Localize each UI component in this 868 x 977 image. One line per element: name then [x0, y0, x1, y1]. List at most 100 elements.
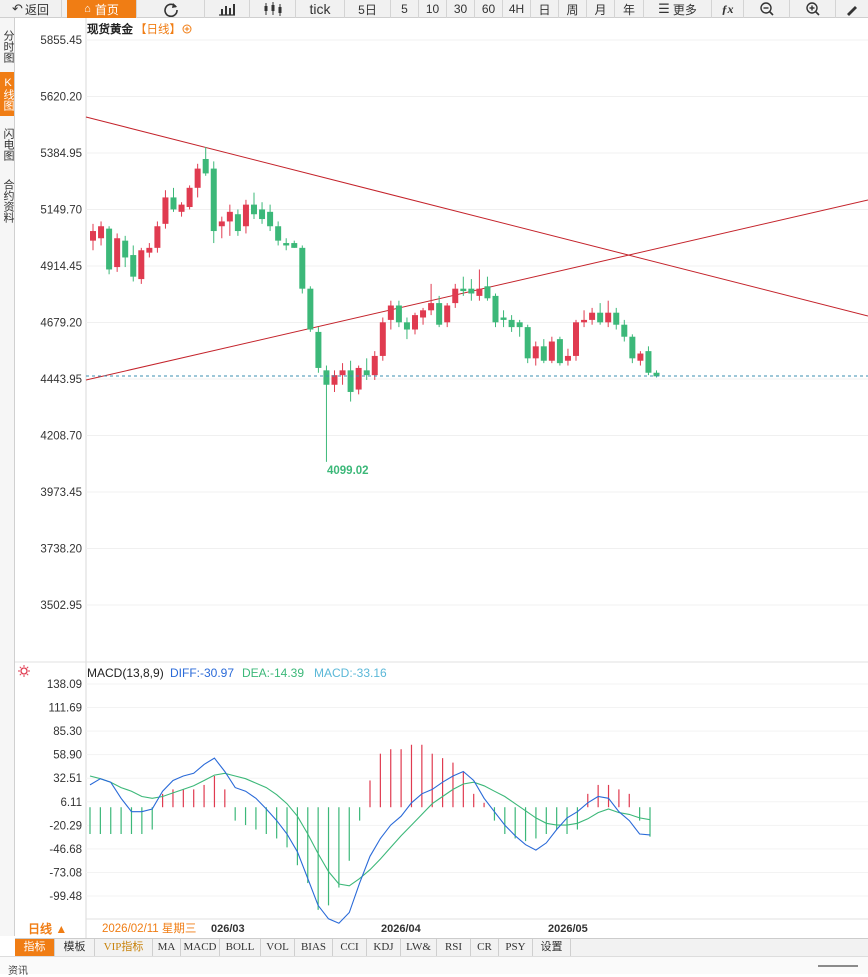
tab-settings[interactable]: 设置 — [533, 939, 571, 956]
tab-vol[interactable]: VOL — [261, 939, 295, 956]
candle-body — [106, 228, 113, 270]
period-button[interactable] — [15, 920, 85, 937]
cursor-date-label: 2026/02/11 星期三 — [102, 922, 196, 935]
macd-label: MACD(13,8,9) — [87, 666, 164, 680]
formula-button[interactable]: ƒx — [712, 0, 744, 18]
y-tick-label: 4679.20 — [40, 318, 82, 330]
sidebar-item-kline[interactable]: K线图 — [0, 72, 14, 116]
period-week-button[interactable]: 周 — [559, 0, 587, 18]
more-button[interactable]: ☰ 更多 — [644, 0, 712, 18]
price-y-axis: 5855.45 5620.20 5384.95 5149.70 4914.45 4679.… — [40, 35, 82, 612]
back-arrow-icon: ↶ — [12, 1, 23, 16]
candle-body — [202, 158, 209, 174]
candle-body — [363, 370, 370, 376]
period-day-button[interactable]: 日 — [531, 0, 559, 18]
candle-body — [540, 346, 547, 361]
candle-body — [420, 310, 427, 318]
candle-body — [436, 303, 443, 325]
y-tick-label: 5620.20 — [40, 92, 82, 104]
candle-body — [291, 243, 298, 248]
candle-body — [645, 351, 652, 373]
sidebar-item-timeshare[interactable]: 分时图 — [2, 29, 14, 63]
tab-indicator[interactable]: 指标 — [15, 939, 55, 956]
y-tick-label: 5384.95 — [40, 148, 82, 160]
back-button[interactable]: ↶ 返回 — [0, 0, 62, 18]
tab-boll[interactable]: BOLL — [220, 939, 261, 956]
macd-tick-label: 6.11 — [60, 797, 82, 809]
candle-body — [130, 255, 137, 277]
tab-vip-indicator[interactable]: VIP指标 — [95, 939, 153, 956]
macd-tick-label: 111.69 — [49, 703, 82, 715]
home-icon: ⌂ — [84, 3, 91, 15]
candle-body — [242, 204, 249, 227]
sidebar-item-flash[interactable]: 闪电图 — [2, 127, 14, 161]
y-tick-label: 3502.95 — [40, 600, 82, 612]
minimize-icon[interactable] — [808, 959, 868, 973]
tab-cci[interactable]: CCI — [333, 939, 367, 956]
trend-lines — [85, 116, 868, 381]
add-icon[interactable] — [182, 24, 192, 34]
tab-template[interactable]: 模板 — [55, 939, 95, 956]
candle-body — [323, 370, 330, 385]
tab-psy[interactable]: PSY — [499, 939, 533, 956]
candle-body — [508, 319, 515, 328]
period-60min-button[interactable]: 60 — [475, 0, 503, 18]
indicator-bar: 指标 模板 VIP指标 MA MACD BOLL VOL BIAS CCI KD… — [15, 938, 868, 956]
candle-body — [267, 211, 274, 227]
y-tick-label: 4443.95 — [40, 374, 82, 386]
draw-tool-button[interactable] — [836, 0, 868, 18]
period-30min-button[interactable]: 30 — [447, 0, 475, 18]
tab-ma[interactable]: MA — [153, 939, 181, 956]
period-5day-button[interactable]: 5日 — [345, 0, 391, 18]
candle-body — [186, 187, 193, 208]
sidebar-item-contract[interactable]: 合约资料 — [2, 179, 14, 223]
candle-body — [532, 346, 539, 359]
macd-settings-icon[interactable] — [18, 665, 30, 677]
zoom-in-button[interactable] — [790, 0, 836, 18]
candle-body — [516, 322, 523, 328]
refresh-button[interactable] — [137, 0, 205, 18]
tick-button[interactable]: tick — [296, 0, 345, 18]
y-tick-label: 5855.45 — [40, 35, 82, 47]
period-10min-button[interactable]: 10 — [419, 0, 447, 18]
candle-body — [637, 353, 644, 361]
macd-tick-label: 32.51 — [53, 773, 82, 785]
period-year-button[interactable]: 年 — [615, 0, 644, 18]
candle-body — [573, 322, 579, 356]
pencil-icon — [847, 6, 857, 16]
candle-chart-button[interactable] — [250, 0, 296, 18]
candle-body — [275, 226, 282, 241]
home-button[interactable]: ⌂ 首页 — [67, 0, 137, 18]
y-tick-label: 5149.70 — [40, 205, 82, 217]
tab-bias[interactable]: BIAS — [295, 939, 333, 956]
bar-chart-button[interactable] — [205, 0, 250, 18]
candle-body — [621, 324, 628, 337]
tab-macd[interactable]: MACD — [181, 939, 220, 956]
period-button-label: 日线 ▲ — [28, 921, 67, 936]
period-4h-button[interactable]: 4H — [503, 0, 531, 18]
candle-body — [387, 305, 394, 320]
x-date-label: 2026/04 — [381, 923, 422, 935]
tab-cr[interactable]: CR — [471, 939, 499, 956]
period-5min-button[interactable]: 5 — [391, 0, 419, 18]
candle-body — [122, 240, 129, 258]
candle-body — [597, 312, 604, 323]
tab-kdj[interactable]: KDJ — [367, 939, 401, 956]
candle-body — [218, 221, 225, 227]
candle-body — [307, 288, 314, 330]
menu-icon: ☰ — [658, 1, 670, 16]
candle-body — [444, 305, 451, 323]
zoom-in-icon — [805, 2, 820, 16]
candle-body — [605, 312, 612, 323]
news-link[interactable]: 资讯 — [8, 966, 28, 977]
candle-body — [339, 370, 346, 376]
y-tick-label: 4208.70 — [40, 431, 82, 443]
period-month-button[interactable]: 月 — [587, 0, 615, 18]
zoom-out-button[interactable] — [744, 0, 790, 18]
candle-body — [379, 322, 386, 356]
tab-lw[interactable]: LW& — [401, 939, 437, 956]
macd-value-label: MACD:-33.16 — [314, 666, 387, 680]
candle-body — [460, 288, 467, 292]
tab-rsi[interactable]: RSI — [437, 939, 471, 956]
